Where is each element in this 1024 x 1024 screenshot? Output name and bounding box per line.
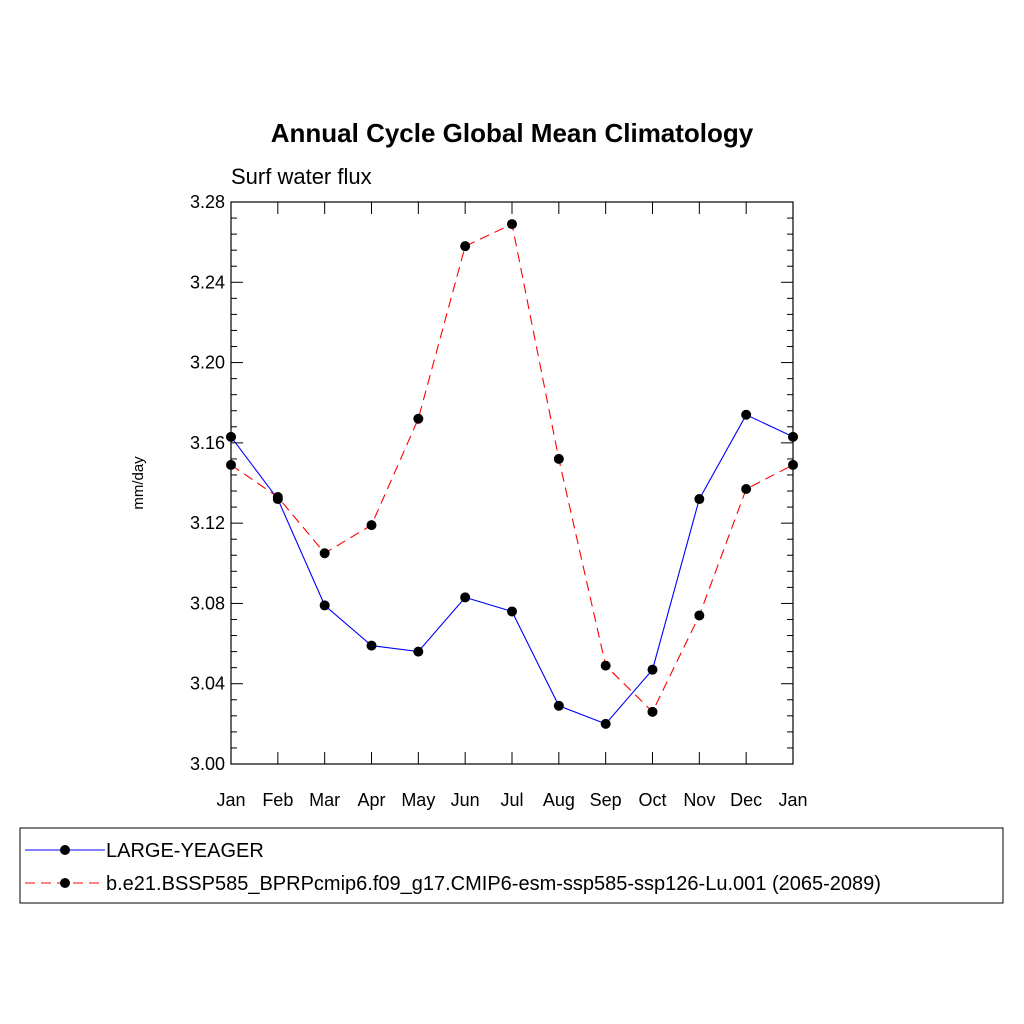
series-2-point-jun	[460, 241, 471, 252]
x-tick-label: Aug	[543, 790, 575, 810]
x-tick-label: Jan	[778, 790, 807, 810]
y-tick-label: 3.08	[190, 593, 225, 613]
series-1-point-sep	[600, 718, 611, 729]
y-tick-label: 3.00	[190, 754, 225, 774]
series-2-point-oct	[647, 706, 658, 717]
legend: LARGE-YEAGER b.e21.BSSP585_BPRPcmip6.f09_…	[19, 827, 1004, 904]
series-2-point-nov	[694, 610, 705, 621]
legend-label-1: LARGE-YEAGER	[106, 840, 264, 862]
x-tick-label: Jun	[451, 790, 480, 810]
x-tick-label: Sep	[590, 790, 622, 810]
chart-title: Annual Cycle Global Mean Climatology	[271, 118, 754, 148]
series-2-point-jul	[507, 219, 517, 230]
x-tick-label: Jul	[500, 790, 523, 810]
legend-box	[19, 827, 1004, 904]
series-1-point-aug	[553, 700, 564, 711]
legend-marker-1	[60, 845, 70, 855]
x-tick-label: Jan	[216, 790, 245, 810]
x-tick-label: May	[401, 790, 435, 810]
series-2-point-dec	[741, 484, 752, 495]
series-2-point-jan	[788, 459, 798, 470]
series-1-point-may	[413, 646, 424, 657]
series-1-point-apr	[366, 640, 377, 651]
legend-label-2: b.e21.BSSP585_BPRPcmip6.f09_g17.CMIP6-es…	[106, 873, 881, 895]
x-tick-label: Apr	[357, 790, 385, 810]
series-line-2	[230, 223, 794, 713]
y-axis-label: mm/day	[130, 456, 147, 510]
series-2-point-aug	[553, 453, 564, 464]
y-tick-label: 3.28	[190, 192, 225, 212]
series-2-point-sep	[600, 660, 611, 671]
series-2-point-mar	[319, 548, 330, 559]
series-1-point-nov	[694, 494, 705, 505]
series-2-point-apr	[366, 520, 377, 531]
x-tick-label: Mar	[309, 790, 340, 810]
x-tick-label: Nov	[683, 790, 715, 810]
x-tick-label: Dec	[730, 790, 762, 810]
series-1-point-oct	[647, 664, 658, 675]
series-line-1	[230, 414, 794, 725]
y-tick-label: 3.04	[190, 674, 225, 694]
series-2-point-jan	[226, 459, 236, 470]
chart-subtitle: Surf water flux	[231, 164, 372, 189]
series-layer	[226, 219, 798, 729]
legend-marker-2	[60, 878, 70, 888]
series-2-point-may	[413, 413, 424, 424]
y-tick-label: 3.20	[190, 353, 225, 373]
series-1-point-jan	[226, 431, 236, 442]
y-tick-label: 3.12	[190, 513, 225, 533]
y-tick-label: 3.16	[190, 433, 225, 453]
x-tick-label: Feb	[262, 790, 293, 810]
series-1-point-jun	[460, 592, 471, 603]
series-1-point-jan	[788, 431, 798, 442]
series-2-point-feb	[272, 492, 283, 503]
axes: 3.00 3.04 3.08 3.12 3.16 3.20 3.24 3.28 Jan Feb Ma…	[190, 192, 808, 810]
series-1-point-jul	[507, 606, 517, 617]
series-1-point-mar	[319, 600, 330, 611]
y-tick-label: 3.24	[190, 272, 225, 292]
series-1-point-dec	[741, 409, 752, 420]
x-tick-label: Oct	[638, 790, 666, 810]
